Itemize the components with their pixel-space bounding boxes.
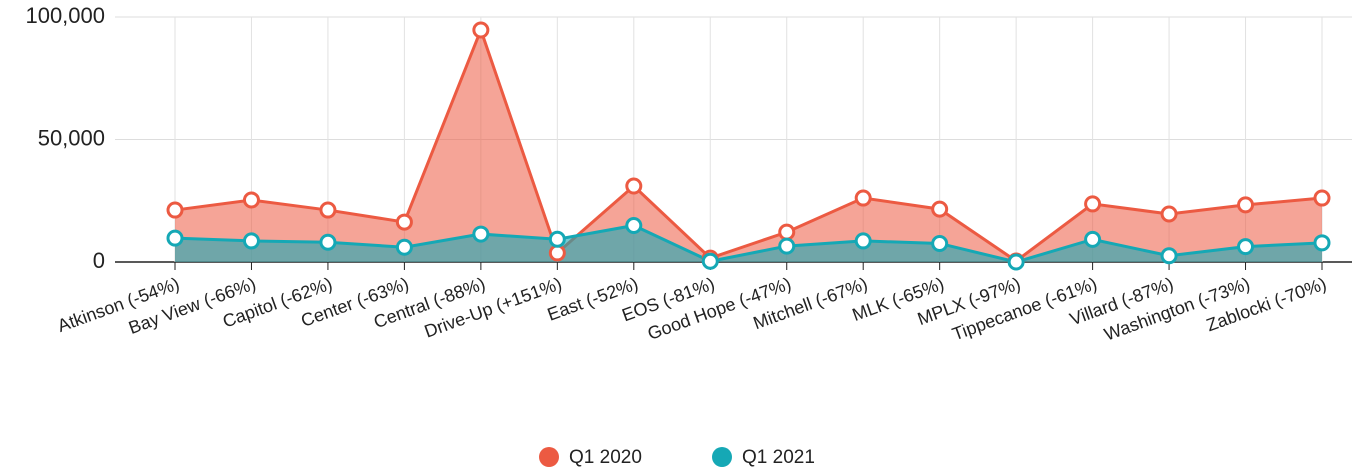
point — [778, 223, 796, 241]
line — [174, 223, 1323, 264]
area — [175, 225, 1322, 262]
line — [174, 25, 1323, 263]
point — [931, 234, 949, 252]
point — [242, 191, 260, 209]
point — [1160, 247, 1178, 265]
point — [854, 232, 872, 250]
point — [625, 177, 643, 195]
point — [625, 216, 643, 234]
point — [701, 252, 719, 270]
point — [1160, 205, 1178, 223]
point — [1084, 195, 1102, 213]
point — [395, 213, 413, 231]
point — [548, 244, 566, 262]
point — [242, 232, 260, 250]
point — [1313, 189, 1331, 207]
legend-label: Q1 2020 — [569, 447, 642, 468]
point — [1007, 253, 1025, 271]
area — [175, 29, 1322, 262]
point — [166, 201, 184, 219]
y-tick-label: 50,000 — [38, 125, 105, 150]
point — [1237, 238, 1255, 256]
y-tick-label: 0 — [93, 248, 105, 273]
point — [472, 21, 490, 39]
point — [548, 230, 566, 248]
point — [395, 238, 413, 256]
point — [931, 200, 949, 218]
legend-swatch — [539, 447, 559, 467]
point — [1237, 196, 1255, 214]
y-tick-label: 100,000 — [25, 3, 105, 28]
point — [854, 189, 872, 207]
point — [1084, 230, 1102, 248]
point — [1313, 234, 1331, 252]
legend-label: Q1 2021 — [742, 447, 815, 468]
point — [319, 201, 337, 219]
point — [319, 233, 337, 251]
point — [778, 237, 796, 255]
legend-swatch — [712, 447, 732, 467]
point — [472, 225, 490, 243]
point — [166, 229, 184, 247]
